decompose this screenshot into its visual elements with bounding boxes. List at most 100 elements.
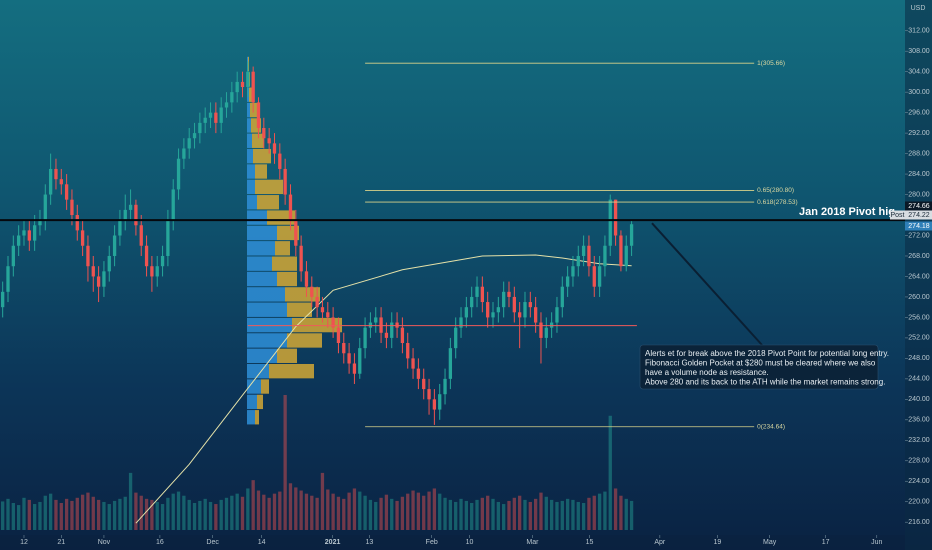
profile-down	[267, 210, 295, 225]
candle-body	[523, 302, 527, 318]
candle-body	[176, 158, 181, 190]
volume-bar	[262, 494, 266, 530]
price-tag	[905, 221, 932, 231]
y-tick-label: 308.00	[908, 48, 930, 55]
volume-bar	[75, 497, 79, 530]
volume-bar	[475, 499, 479, 530]
candle-body	[160, 255, 165, 267]
volume-bar	[395, 500, 399, 530]
profile-up	[247, 317, 292, 333]
candle-body	[288, 194, 293, 221]
profile-down	[255, 410, 259, 425]
candle-body	[438, 394, 442, 410]
volume-bar	[576, 501, 580, 530]
volume-bar	[454, 501, 458, 530]
y-tick-label: 292.00	[908, 130, 930, 137]
fib-label: 0(234.64)	[757, 423, 785, 430]
profile-up	[247, 379, 261, 394]
volume-bar	[336, 496, 341, 530]
volume-bar	[363, 495, 367, 530]
x-tick-label: 14	[258, 539, 266, 546]
candle-body	[507, 291, 511, 297]
candle-body	[502, 291, 506, 308]
profile-down	[248, 56, 249, 72]
candle-body	[267, 138, 271, 144]
y-tick-label: 272.00	[908, 232, 930, 239]
volume-bar	[294, 487, 298, 530]
volume-bar	[368, 499, 373, 530]
volume-bar	[86, 492, 90, 530]
volume-bar	[283, 395, 287, 530]
volume-bar	[118, 498, 122, 530]
profile-down	[257, 394, 263, 410]
candle-body	[102, 271, 106, 287]
volume-bar	[235, 493, 239, 530]
volume-bar	[32, 504, 37, 530]
candle-body	[480, 286, 484, 303]
candle-body	[230, 92, 234, 103]
candle-body	[576, 255, 580, 267]
volume-bar	[539, 492, 543, 530]
price-tag	[905, 210, 932, 220]
moving-average	[135, 254, 632, 524]
x-tick-label: 12	[20, 539, 28, 546]
volume-bar	[422, 495, 426, 530]
plot-layer: 1(305.66) 0.65(280.80) 0.618(278.53) 0(234.…	[0, 56, 905, 530]
candle-body	[96, 276, 101, 287]
profile-up	[247, 148, 253, 164]
profile-down	[255, 179, 283, 195]
candle-body	[475, 286, 479, 297]
profile-up	[247, 179, 255, 195]
volume-bar	[507, 500, 511, 530]
volume-bar	[256, 490, 261, 530]
candle-body	[459, 317, 463, 328]
volume-bar	[411, 490, 415, 530]
volume-bar	[43, 495, 47, 530]
profile-down	[292, 317, 342, 333]
x-tick-label: May	[763, 539, 777, 546]
candle-body	[464, 307, 469, 318]
volume-bar	[560, 500, 564, 530]
profile-down	[251, 118, 261, 133]
volume-bar	[406, 493, 410, 530]
y-tick-label: 284.00	[908, 171, 930, 178]
profile-down	[269, 363, 314, 379]
candle-body	[379, 317, 383, 333]
volume-bar	[198, 500, 202, 530]
volume-bar	[219, 499, 223, 530]
candle-body	[624, 245, 628, 267]
y-tick-label: 236.00	[908, 417, 930, 424]
annotation-line: Above 280 and its back to the ATH while …	[645, 378, 885, 387]
candle-body	[443, 378, 447, 395]
candle-body	[390, 322, 394, 338]
profile-up	[247, 133, 252, 148]
volume-bar	[629, 500, 634, 530]
volume-bar	[214, 504, 218, 530]
annotation-arrow	[651, 222, 763, 346]
profile-up	[247, 164, 255, 179]
candle-body	[427, 389, 431, 400]
volume-bar	[70, 500, 74, 530]
profile-up	[247, 102, 250, 118]
candle-body	[272, 143, 277, 154]
annotation-line: Fibonacci Golden Pocket at $280 must be …	[645, 359, 876, 368]
volume-bar	[166, 497, 170, 530]
candle-body	[400, 327, 405, 344]
volume-bar	[416, 492, 421, 530]
volume-bar	[320, 472, 325, 530]
candle-body	[597, 266, 602, 287]
candle-body	[64, 184, 69, 200]
profile-up	[247, 195, 257, 210]
volume-bar	[555, 501, 559, 530]
volume-bar	[203, 498, 207, 530]
y-tick-label: 312.00	[908, 28, 930, 35]
volume-bar	[1, 501, 5, 530]
candle-body	[128, 204, 133, 210]
candle-body	[374, 317, 378, 323]
candle-body	[416, 368, 421, 379]
volume-bar	[448, 499, 453, 530]
volume-bar	[512, 497, 516, 530]
x-tick-label: Jun	[871, 539, 882, 546]
volume-bar	[112, 500, 117, 530]
